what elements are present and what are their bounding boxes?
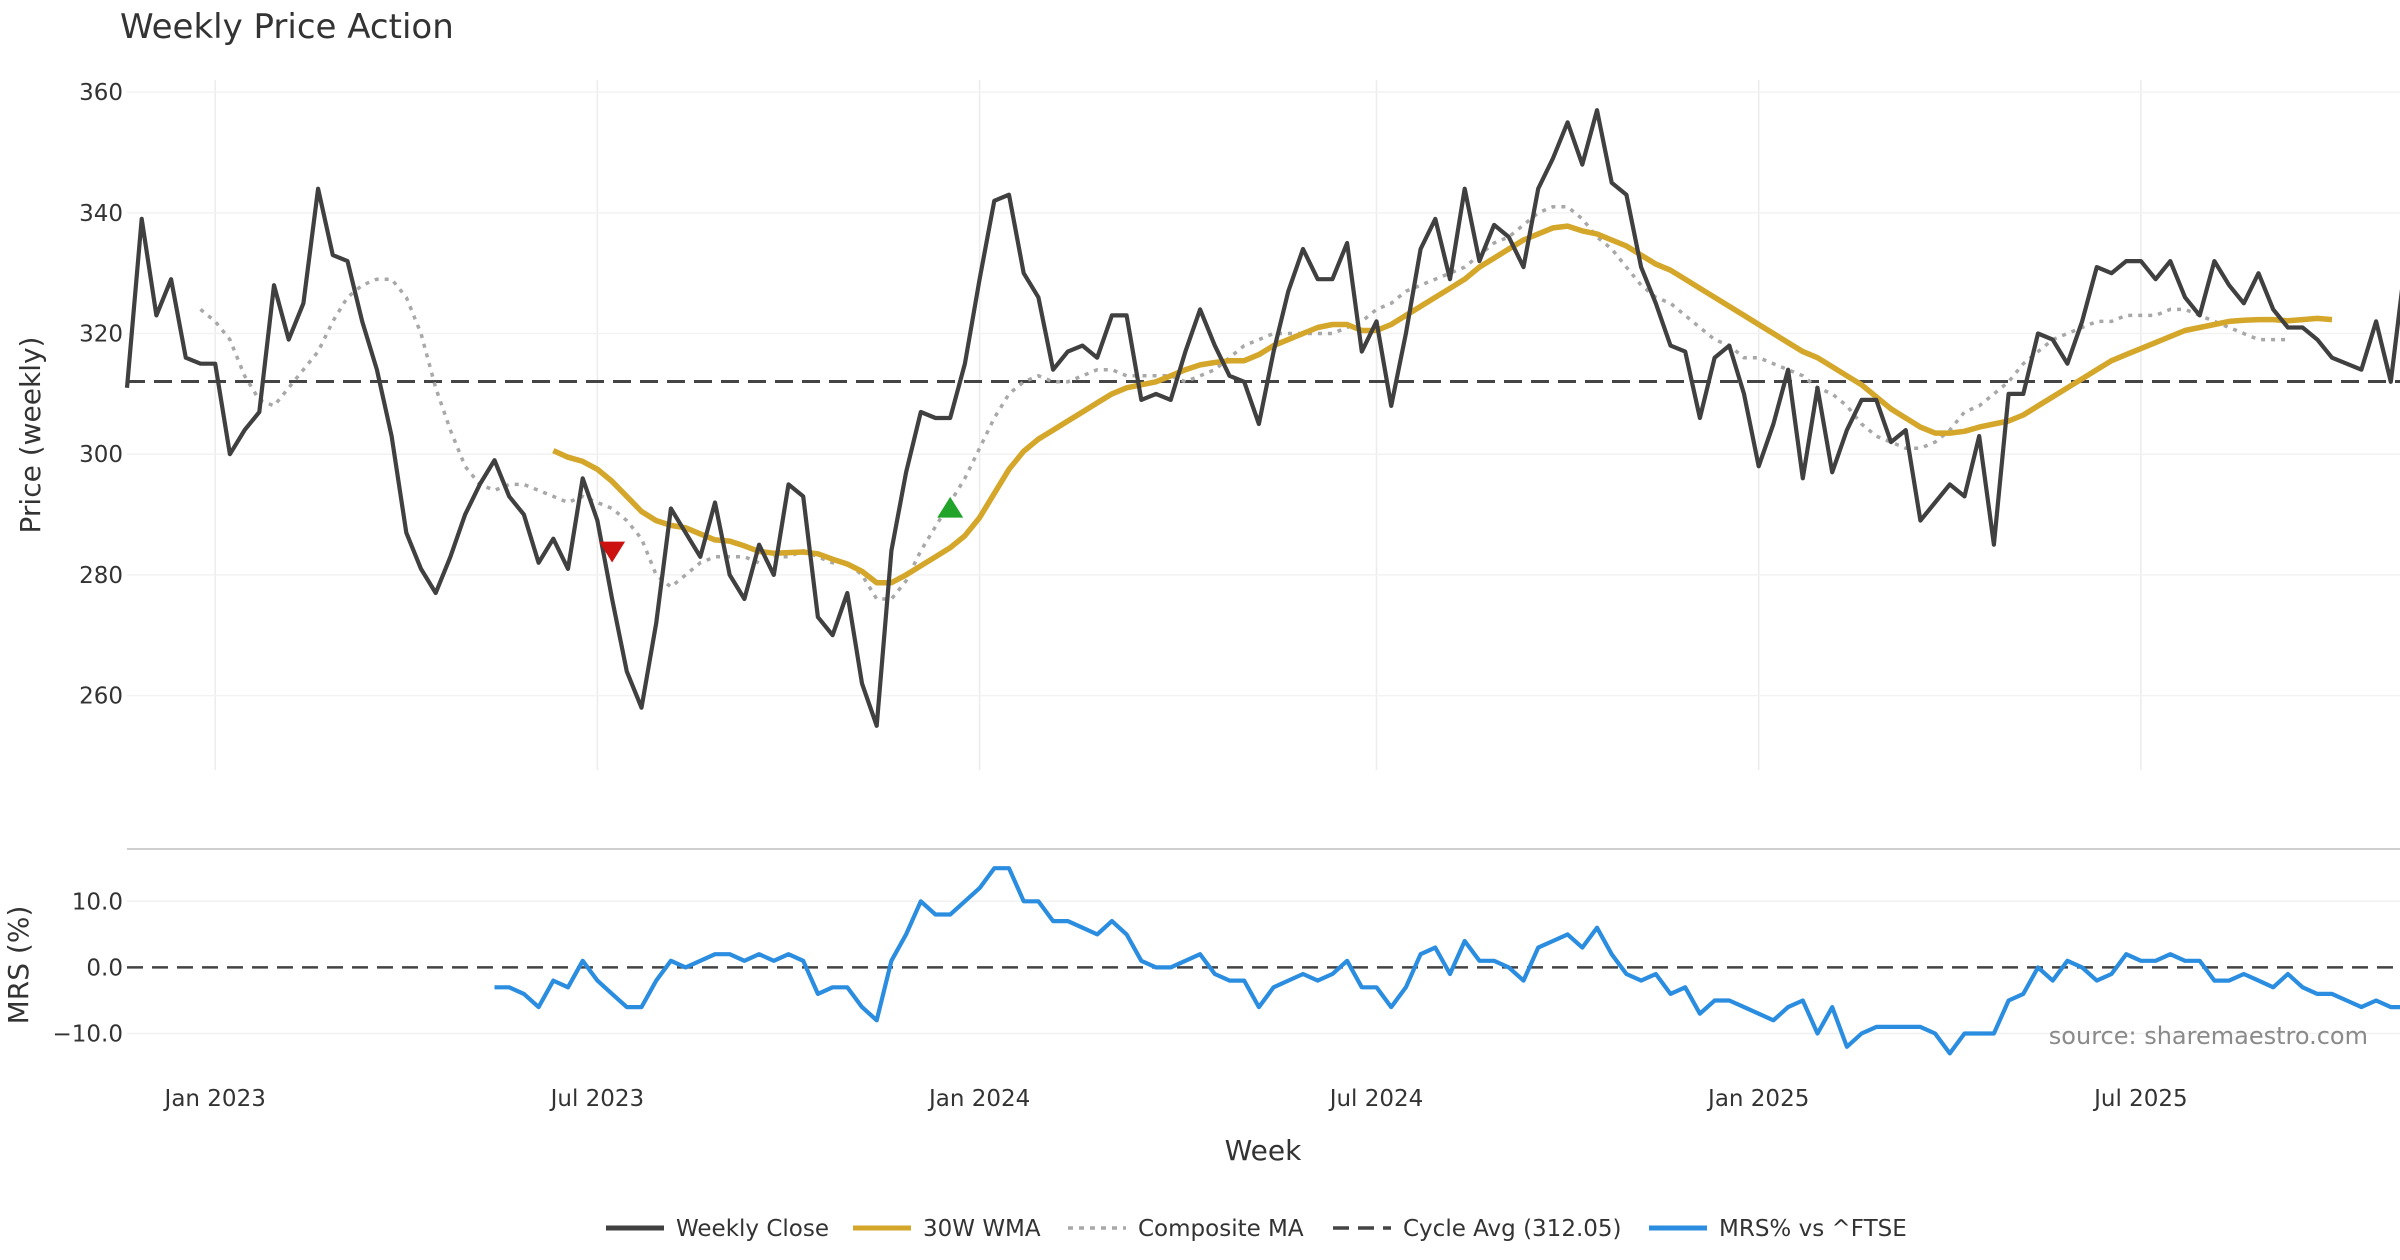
price-y-tick-label: 340 [79, 201, 123, 227]
mrs-line [494, 866, 2400, 1056]
price-y-tick-label: 280 [79, 563, 123, 589]
price-grid [127, 80, 2400, 770]
x-tick-label: Jul 2024 [1328, 1086, 1424, 1112]
x-ticks: Jan 2023 Jul 2023 Jan 2024 Jul 2024 Jan 2025… [163, 1086, 2188, 1112]
legend-label: MRS% vs ^FTSE [1719, 1216, 1907, 1242]
price-panel: 260 280 300 320 340 360 Price (weekly) [14, 80, 2400, 770]
x-tick-label: Jul 2023 [549, 1086, 645, 1112]
x-tick-label: Jan 2023 [163, 1086, 266, 1112]
legend-label: Composite MA [1138, 1216, 1304, 1242]
composite-ma-line [199, 205, 2288, 601]
legend: Weekly Close 30W WMA Composite MA Cycle Avg… [606, 1216, 1907, 1242]
price-y-tick-label: 320 [79, 322, 123, 348]
x-tick-label: Jan 2025 [1706, 1086, 1809, 1112]
price-y-axis-label: Price (weekly) [14, 337, 47, 534]
mrs-y-ticks: 10.0 0.0 −10.0 [53, 889, 123, 1047]
mrs-y-axis-label: MRS (%) [2, 906, 35, 1025]
legend-label: Weekly Close [676, 1216, 829, 1242]
mrs-panel: 10.0 0.0 −10.0 MRS (%) source: sharemaestr… [2, 848, 2400, 1056]
x-tick-label: Jan 2024 [927, 1086, 1030, 1112]
sell-signal-marker [599, 541, 626, 563]
price-y-tick-label: 360 [79, 80, 123, 106]
signal-markers [599, 496, 964, 563]
mrs-grid [127, 900, 2400, 1035]
x-axis-label: Week [1225, 1134, 1302, 1167]
weekly-close-line [124, 108, 2400, 728]
price-y-tick-label: 300 [79, 442, 123, 468]
source-watermark: source: sharemaestro.com [2049, 1022, 2368, 1050]
buy-signal-marker [937, 496, 964, 518]
mrs-y-tick-label: 0.0 [86, 955, 123, 981]
price-y-ticks: 260 280 300 320 340 360 [79, 80, 123, 709]
x-tick-label: Jul 2025 [2092, 1086, 2188, 1112]
legend-label: 30W WMA [923, 1216, 1041, 1242]
wma-30w-line [552, 223, 2333, 586]
legend-label: Cycle Avg (312.05) [1403, 1216, 1622, 1242]
mrs-y-tick-label: −10.0 [53, 1022, 123, 1048]
chart-title: Weekly Price Action [120, 7, 454, 47]
price-y-tick-label: 260 [79, 684, 123, 710]
mrs-y-tick-label: 10.0 [72, 889, 123, 915]
